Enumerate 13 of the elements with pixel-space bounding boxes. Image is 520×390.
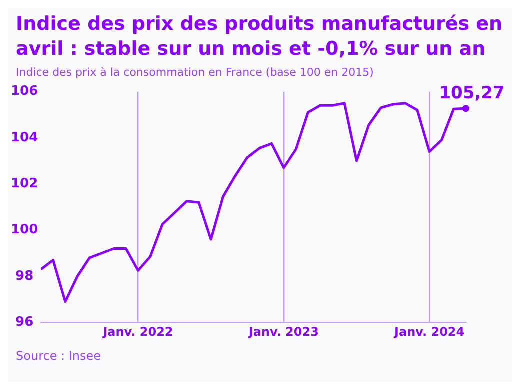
y-tick-label: 106 (11, 84, 38, 100)
y-tick-label: 102 (11, 176, 38, 192)
y-tick-label: 100 (11, 222, 38, 238)
y-tick-label: 104 (11, 130, 38, 146)
x-tick-label: Janv. 2023 (248, 324, 319, 339)
annotation: 105,27 (439, 84, 505, 104)
y-tick-label: 96 (16, 314, 34, 330)
source-note: Source : Insee (15, 348, 102, 363)
y-tick-label: 98 (16, 268, 34, 284)
chart-subtitle: Indice des prix à la consommation en France (base 100 en 2015) (15, 65, 375, 79)
chart-title: Indice des prix des produits manufacturés en avril : stable sur un mois et -0,1% sur un an (15, 12, 504, 62)
x-tick-label: Janv. 2022 (102, 324, 174, 339)
x-tick-label: Janv. 2024 (394, 324, 465, 339)
